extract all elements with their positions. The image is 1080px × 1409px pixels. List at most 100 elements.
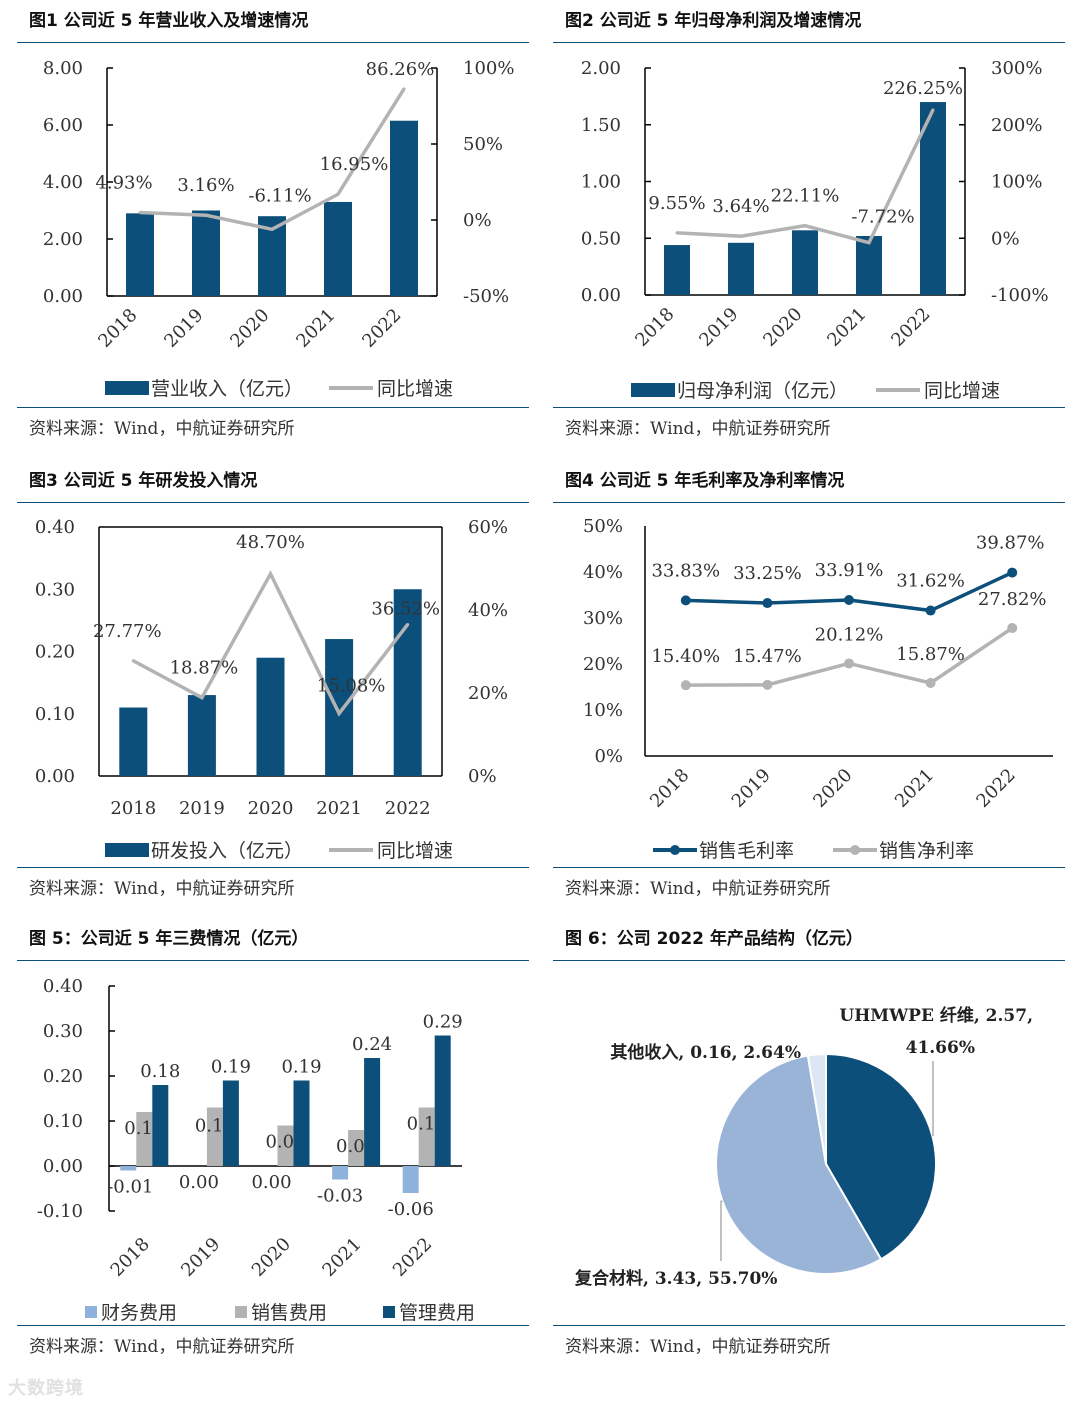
y-tick-label: 30% [583, 608, 623, 629]
series-point-销售毛利率-2020 [844, 595, 854, 606]
bar-2021 [324, 201, 352, 296]
series-label-销售净利率-2020: 20.12% [815, 624, 884, 645]
growth-label-2022: 86.26% [366, 59, 435, 80]
x-label-2020: 2020 [809, 765, 856, 812]
source-rule [17, 407, 529, 408]
y-tick-label-right: -50% [463, 286, 509, 307]
y-tick-label: 40% [583, 562, 623, 583]
growth-label-2019: 3.64% [712, 196, 769, 217]
legend-bar-label: 营业收入（亿元） [151, 378, 303, 400]
legend-bar-swatch [631, 383, 675, 397]
x-label-2020: 2020 [759, 304, 806, 351]
legend-swatch-财务费用 [85, 1306, 97, 1318]
growth-point-2019 [200, 696, 204, 700]
bar-销售费用-2019 [206, 1107, 223, 1166]
y-tick-label: -0.10 [37, 1201, 83, 1222]
margins-chart: 0% 10% 20% 30% 40% 50% 33.83% 33.25% 33.91% 31.62… [583, 516, 1053, 862]
y-tick-label-right: 0% [468, 766, 497, 787]
y-tick-label-left: 0.20 [35, 642, 75, 663]
series-point-销售净利率-2020 [844, 658, 854, 669]
x-label-2019: 2019 [695, 304, 742, 351]
source-rule [17, 867, 529, 868]
x-label-2020: 2020 [226, 305, 273, 352]
bar-2020 [256, 657, 285, 776]
panel-title: 图1 公司近 5 年营业收入及增速情况 [29, 11, 309, 31]
x-label-2021: 2021 [891, 765, 938, 812]
source-note: 资料来源：Wind，中航证券研究所 [565, 879, 831, 899]
y-tick-label-left: 1.50 [581, 115, 621, 136]
x-label-2022: 2022 [972, 765, 1019, 812]
series-point-销售毛利率-2021 [925, 605, 936, 616]
title-rule [553, 960, 1065, 961]
growth-point-2022 [406, 622, 410, 626]
series-label-销售毛利率-2022: 39.87% [976, 533, 1045, 554]
growth-point-2021 [337, 711, 341, 715]
bar-财务费用-2022 [402, 1166, 419, 1193]
bar-label-管理费用-2022: 0.29 [423, 1012, 463, 1033]
bar-2022 [390, 120, 418, 296]
title-rule [17, 42, 529, 43]
series-point-销售毛利率-2019 [762, 598, 773, 609]
bar-管理费用-2019 [222, 1080, 239, 1166]
net-profit-chart: 0.00 0.50 1.00 1.50 2.00 -100% 0% 100% 200% 300% 9… [581, 58, 1049, 402]
bar-label-财务费用-2019: 0.00 [179, 1172, 219, 1193]
watermark: 大数跨境 [8, 1378, 84, 1399]
growth-point-2019 [739, 234, 743, 238]
y-tick-label-right: 50% [463, 134, 503, 155]
title-rule [17, 960, 529, 961]
legend-bar-swatch [105, 843, 149, 857]
y-tick-label-right: 300% [991, 58, 1042, 79]
y-tick-label-right: 0% [991, 228, 1020, 249]
source-rule [17, 1325, 529, 1326]
series-label-销售毛利率-2018: 33.83% [651, 560, 720, 581]
panel-title: 图4 公司近 5 年毛利率及净利率情况 [565, 471, 845, 491]
x-label-2021: 2021 [318, 1234, 365, 1281]
bar-2019 [187, 695, 216, 776]
panel-title: 图3 公司近 5 年研发投入情况 [29, 471, 258, 491]
bar-2018 [126, 213, 154, 296]
bar-管理费用-2022 [434, 1035, 451, 1166]
x-label-2019: 2019 [728, 765, 775, 812]
y-tick-label-right: 40% [468, 600, 508, 621]
bar-label-管理费用-2019: 0.19 [211, 1057, 251, 1078]
series-point-销售净利率-2019 [762, 679, 773, 690]
legend-gross-marker [670, 845, 680, 855]
source-rule [553, 867, 1065, 868]
growth-label-2020: -6.11% [248, 185, 311, 206]
leader-line-uhmwpe [932, 1061, 934, 1137]
x-label-2019: 2019 [177, 1234, 224, 1281]
y-tick-label: 0% [594, 746, 623, 767]
bar-2019 [728, 242, 754, 295]
pie-slice-UHMWPE 纤维 [825, 1052, 937, 1261]
bar-2022 [920, 102, 946, 295]
x-label-2022: 2022 [887, 304, 934, 351]
legend-swatch-销售费用 [235, 1306, 247, 1318]
y-tick-label-right: 100% [463, 58, 514, 79]
x-label-2021: 2021 [316, 798, 362, 819]
growth-label-2018: 4.93% [95, 173, 152, 194]
growth-point-2018 [675, 231, 679, 235]
bar-label-财务费用-2021: -0.03 [317, 1186, 363, 1207]
y-tick-label-left: 0.30 [35, 579, 75, 600]
growth-point-2022 [402, 87, 406, 91]
legend-net-label: 销售净利率 [879, 840, 974, 862]
bar-管理费用-2021 [364, 1058, 381, 1166]
pie-label-composite: 复合材料, 3.43, 55.70% [574, 1268, 777, 1289]
source-note: 资料来源：Wind，中航证券研究所 [29, 1337, 295, 1357]
y-tick-label-left: 0.00 [581, 285, 621, 306]
bar-财务费用-2018 [120, 1166, 137, 1171]
series-label-销售毛利率-2020: 33.91% [815, 560, 884, 581]
x-label-2018: 2018 [646, 765, 693, 812]
panel-product-mix: 图 6：公司 2022 年产品结构（亿元） UHMWPE 纤维, 2.57, 41… [553, 918, 1065, 1363]
x-label-2022: 2022 [389, 1234, 436, 1281]
growth-label-2022: 226.25% [883, 78, 963, 99]
legend-bar-swatch [105, 381, 149, 395]
growth-label-2021: 16.95% [320, 154, 389, 175]
bar-2019 [192, 210, 220, 296]
legend-bar-label: 研发投入（亿元） [151, 840, 303, 862]
panel-expenses: 图 5：公司近 5 年三费情况（亿元） -0.10 0.00 0.10 0.20 0.3… [17, 918, 529, 1363]
panel-margins: 图4 公司近 5 年毛利率及净利率情况 0% 10% 20% 30% 40% 50% 33.… [553, 460, 1065, 905]
bar-label-管理费用-2018: 0.18 [140, 1061, 180, 1082]
y-tick-label-right: 200% [991, 115, 1042, 136]
source-rule [553, 1325, 1065, 1326]
